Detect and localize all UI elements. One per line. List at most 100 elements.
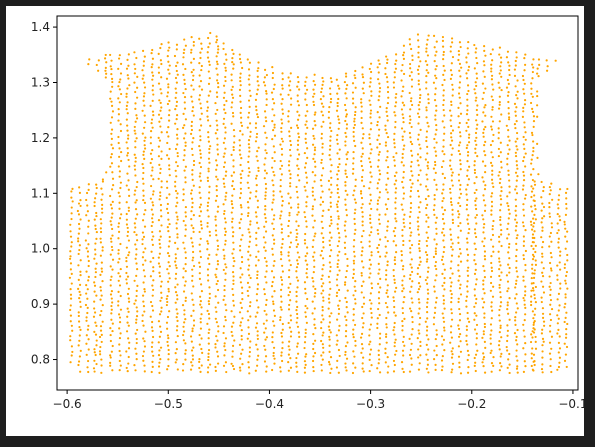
data-point bbox=[257, 169, 260, 172]
data-point bbox=[321, 226, 324, 230]
data-point bbox=[126, 124, 129, 127]
data-point bbox=[451, 129, 455, 132]
data-point bbox=[328, 148, 332, 151]
data-point bbox=[222, 248, 225, 251]
data-point bbox=[79, 300, 82, 303]
data-point bbox=[280, 126, 283, 130]
data-point bbox=[401, 234, 404, 237]
data-point bbox=[247, 186, 250, 190]
data-point bbox=[158, 271, 161, 274]
data-point bbox=[449, 50, 452, 53]
data-point bbox=[508, 242, 511, 246]
data-point bbox=[288, 259, 291, 262]
data-point bbox=[142, 359, 145, 362]
data-point bbox=[95, 230, 98, 234]
data-point bbox=[296, 158, 299, 161]
data-point bbox=[127, 158, 130, 162]
data-point bbox=[312, 103, 316, 107]
data-point bbox=[93, 204, 96, 208]
data-point bbox=[530, 87, 533, 90]
data-point bbox=[87, 275, 90, 278]
data-point bbox=[475, 213, 479, 217]
data-point bbox=[483, 258, 487, 261]
data-point bbox=[95, 214, 98, 218]
data-point bbox=[459, 372, 463, 375]
data-point bbox=[498, 283, 501, 287]
data-point bbox=[484, 54, 487, 57]
data-point bbox=[183, 48, 186, 51]
data-point bbox=[256, 206, 259, 209]
data-point bbox=[158, 198, 161, 201]
data-point bbox=[182, 91, 185, 95]
data-point bbox=[287, 120, 290, 123]
data-point bbox=[321, 358, 324, 361]
data-point bbox=[313, 235, 316, 238]
data-point bbox=[345, 269, 348, 273]
data-point bbox=[531, 272, 534, 275]
data-point bbox=[105, 72, 108, 75]
data-point bbox=[223, 257, 226, 260]
data-point bbox=[369, 272, 372, 275]
data-point bbox=[272, 145, 275, 148]
data-point bbox=[255, 215, 258, 218]
data-point bbox=[191, 364, 194, 367]
data-point bbox=[353, 232, 356, 235]
data-point bbox=[157, 145, 160, 148]
data-point bbox=[353, 250, 356, 253]
data-point bbox=[175, 222, 178, 225]
data-point bbox=[99, 241, 102, 244]
data-point bbox=[482, 218, 485, 221]
data-point bbox=[246, 310, 249, 313]
data-point bbox=[459, 183, 462, 187]
data-point bbox=[304, 189, 307, 192]
data-point bbox=[198, 145, 201, 148]
data-point bbox=[174, 87, 177, 90]
data-point bbox=[192, 230, 195, 233]
data-point bbox=[241, 133, 244, 136]
data-point bbox=[451, 171, 454, 174]
data-point bbox=[457, 327, 461, 331]
data-point bbox=[152, 204, 155, 207]
data-point bbox=[416, 159, 419, 162]
data-point bbox=[369, 77, 372, 80]
data-point bbox=[287, 321, 290, 325]
data-point bbox=[346, 193, 349, 196]
data-point bbox=[449, 143, 452, 147]
data-point bbox=[190, 48, 193, 51]
data-point bbox=[435, 333, 438, 336]
data-point bbox=[508, 68, 511, 72]
data-point bbox=[232, 187, 236, 191]
data-point bbox=[466, 259, 469, 262]
data-point bbox=[133, 230, 136, 234]
data-point bbox=[459, 340, 462, 343]
data-point bbox=[515, 164, 519, 167]
data-point bbox=[522, 329, 525, 332]
data-point bbox=[443, 222, 446, 225]
data-point bbox=[352, 333, 355, 336]
data-point bbox=[143, 147, 147, 150]
data-point bbox=[466, 317, 469, 320]
data-point bbox=[410, 186, 413, 189]
data-point bbox=[176, 151, 179, 155]
data-point bbox=[240, 306, 243, 310]
data-point bbox=[384, 301, 388, 305]
data-point bbox=[312, 226, 315, 229]
data-point bbox=[432, 255, 436, 259]
data-point bbox=[100, 364, 103, 367]
data-point bbox=[173, 54, 177, 58]
data-point bbox=[321, 257, 325, 260]
data-point bbox=[507, 112, 510, 115]
data-point bbox=[441, 83, 444, 87]
data-point bbox=[248, 105, 251, 108]
data-point bbox=[191, 330, 194, 333]
data-point bbox=[530, 205, 533, 208]
data-point bbox=[361, 367, 364, 370]
data-point bbox=[370, 363, 373, 367]
data-point bbox=[168, 99, 171, 103]
data-point bbox=[508, 73, 511, 77]
data-point bbox=[533, 360, 536, 363]
data-point bbox=[442, 53, 445, 56]
data-point bbox=[304, 335, 307, 338]
data-point bbox=[322, 209, 325, 212]
data-point bbox=[255, 343, 258, 346]
